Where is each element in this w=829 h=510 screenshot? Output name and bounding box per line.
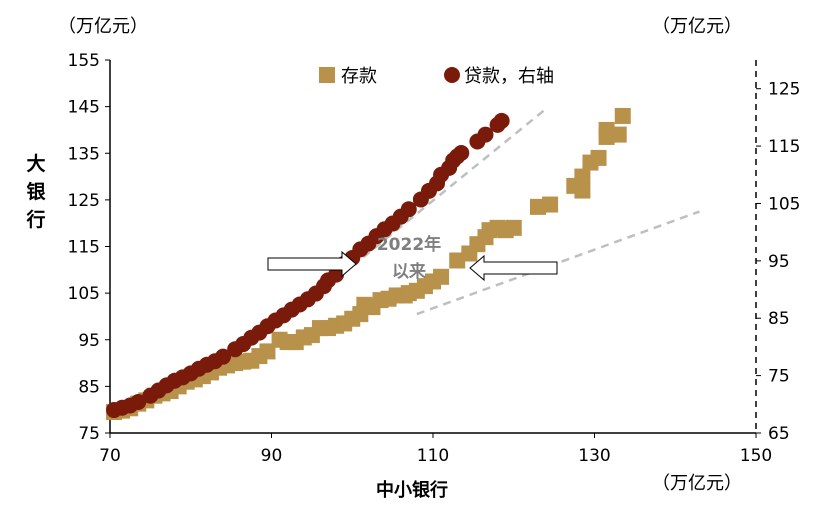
deposit-point xyxy=(259,343,276,360)
x-tick-label: 150 xyxy=(740,446,772,466)
annotation-line-2: 以来 xyxy=(392,261,427,282)
loan-point xyxy=(215,348,232,365)
y-left-tick-label: 85 xyxy=(78,377,100,397)
bottom-axis-unit: （万亿元） xyxy=(652,473,742,494)
right-axis-unit: （万亿元） xyxy=(652,16,742,37)
y-left-tick-label: 75 xyxy=(78,424,100,444)
y-right-tick-label: 75 xyxy=(768,367,790,387)
legend-loan-marker xyxy=(444,67,460,83)
deposit-point xyxy=(590,149,607,166)
loan-point xyxy=(493,112,510,129)
y-axis-title-char-1: 大 xyxy=(26,152,45,175)
x-tick-label: 70 xyxy=(99,446,121,466)
y-left-tick-label: 145 xyxy=(68,98,100,118)
y-right-tick-label: 115 xyxy=(768,137,800,157)
deposit-point xyxy=(505,219,522,236)
y-left-tick-label: 95 xyxy=(78,331,100,351)
y-axis-title-char-2: 银 xyxy=(26,180,46,203)
y-right-tick-label: 85 xyxy=(768,309,790,329)
legend-loan-label: 贷款，右轴 xyxy=(464,66,554,87)
y-left-tick-label: 115 xyxy=(68,238,100,258)
annotation-arrow-left xyxy=(469,254,558,282)
annotation-arrow-right xyxy=(267,250,357,278)
legend-deposit-label: 存款 xyxy=(341,66,377,87)
deposit-point xyxy=(542,196,559,213)
x-tick-label: 110 xyxy=(417,446,449,466)
deposit-point xyxy=(610,126,627,143)
annotation-line-1: 2022年 xyxy=(377,234,441,255)
legend-deposit-marker xyxy=(319,67,335,83)
deposit-point xyxy=(574,182,591,199)
y-right-tick-label: 65 xyxy=(768,424,790,444)
y-right-tick-label: 105 xyxy=(768,194,800,214)
deposit-point xyxy=(598,121,615,138)
deposit-point xyxy=(433,268,450,285)
left-axis-unit: （万亿元） xyxy=(58,16,148,37)
deposit-point xyxy=(614,107,631,124)
loan-point xyxy=(477,126,494,143)
loan-point xyxy=(328,266,345,283)
deposit-point xyxy=(449,252,466,269)
y-right-tick-label: 125 xyxy=(768,80,800,100)
loan-point xyxy=(130,394,147,411)
y-left-tick-label: 105 xyxy=(68,284,100,304)
y-axis-title-char-3: 行 xyxy=(25,208,45,231)
y-left-tick-label: 155 xyxy=(68,51,100,71)
x-tick-label: 130 xyxy=(578,446,610,466)
y-left-tick-label: 125 xyxy=(68,191,100,211)
x-axis-title: 中小银行 xyxy=(376,479,448,501)
deposit-point xyxy=(574,168,591,185)
y-right-tick-label: 95 xyxy=(768,252,790,272)
loan-point xyxy=(453,144,470,161)
loan-point xyxy=(400,201,417,218)
y-left-tick-label: 135 xyxy=(68,144,100,164)
deposit-point xyxy=(529,198,546,215)
x-tick-label: 90 xyxy=(261,446,283,466)
